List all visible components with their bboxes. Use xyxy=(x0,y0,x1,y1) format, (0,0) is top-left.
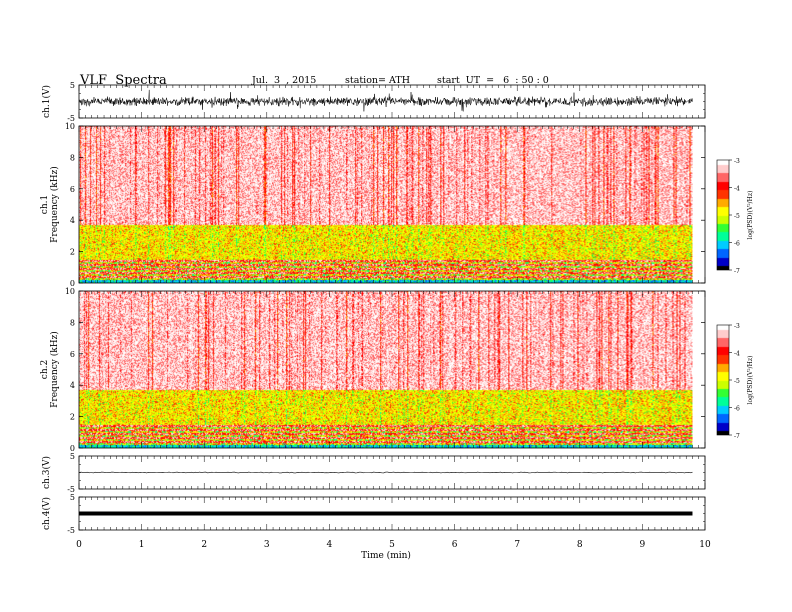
spec1-ytick-label: 2 xyxy=(70,248,75,257)
start-time-label: start UT = 6 : 50 : 0 xyxy=(437,75,549,86)
ch4-ytick-label: -5 xyxy=(67,526,75,535)
spec2-ytick-label: 6 xyxy=(70,350,75,359)
ch4-ylabel: ch.4(V) xyxy=(41,497,52,530)
spec1-ytick-label: 4 xyxy=(70,216,75,225)
spec1-colorbar-tick-label: -6 xyxy=(734,241,740,248)
spec2-ylabel: ch.2 xyxy=(40,360,50,379)
x-tick-label: 1 xyxy=(139,540,145,550)
spec1-ylabel: Frequency (kHz) xyxy=(49,166,60,243)
spec1-colorbar-tick-label: -3 xyxy=(734,158,740,165)
spec1-ytick-label: 8 xyxy=(70,153,75,162)
spec2-heatmap-image xyxy=(79,291,693,448)
spec2-colorbar-tick-label: -6 xyxy=(734,406,740,413)
spec1-colorbar-tick-label: -5 xyxy=(734,213,740,220)
spec2-ytick-label: 0 xyxy=(70,444,75,453)
spec1-colorbar-tick-label: -7 xyxy=(734,268,740,275)
x-tick-label: 8 xyxy=(577,540,583,550)
x-axis-label: Time (min) xyxy=(361,550,411,561)
spec1-ytick-label: 0 xyxy=(70,279,75,288)
spec2-ytick-label: 8 xyxy=(70,318,75,327)
chart-title: VLF Spectra xyxy=(80,73,167,88)
spec1-ytick-label: 10 xyxy=(65,122,75,131)
date-label: Jul. 3 , 2015 xyxy=(252,75,317,86)
ch1-series-line xyxy=(78,89,693,112)
ch3-ytick-label: 5 xyxy=(70,452,75,461)
x-tick-label: 0 xyxy=(76,540,82,550)
spec2-ytick-label: 2 xyxy=(70,413,75,422)
x-tick-label: 10 xyxy=(699,540,711,550)
x-tick-label: 7 xyxy=(514,540,520,550)
spec1-colorbar-label: log(PSD)(V²/Hz) xyxy=(747,191,754,240)
spec1-colorbar xyxy=(717,160,729,270)
spec2-colorbar-tick-label: -7 xyxy=(734,433,740,440)
ch1-ytick-label: -5 xyxy=(67,114,75,123)
x-tick-label: 6 xyxy=(452,540,458,550)
spec2-colorbar-tick-label: -5 xyxy=(734,378,740,385)
ch1-ylabel: ch.1(V) xyxy=(41,85,52,118)
spec1-ylabel: ch.1 xyxy=(40,195,50,214)
spec2-ytick-label: 10 xyxy=(65,287,75,296)
spec2-colorbar-tick-label: -3 xyxy=(734,323,740,330)
ch3-ylabel: ch.3(V) xyxy=(41,456,52,489)
spec2-colorbar-tick-label: -4 xyxy=(734,351,740,358)
spec1-colorbar-tick-label: -4 xyxy=(734,186,740,193)
station-label: station= ATH xyxy=(345,75,410,86)
spec2-colorbar xyxy=(717,325,729,435)
x-tick-label: 5 xyxy=(389,540,395,550)
ch4-ytick-label: 5 xyxy=(70,493,75,502)
spec2-ylabel: Frequency (kHz) xyxy=(49,331,60,408)
ch3-series-line xyxy=(78,471,693,474)
x-tick-label: 9 xyxy=(640,540,646,550)
x-tick-label: 3 xyxy=(264,540,270,550)
x-tick-label: 2 xyxy=(201,540,207,550)
spec1-ytick-label: 6 xyxy=(70,185,75,194)
x-tick-label: 4 xyxy=(327,540,333,550)
ch3-ytick-label: -5 xyxy=(67,485,75,494)
spec2-ytick-label: 4 xyxy=(70,381,75,390)
ch1-ytick-label: 5 xyxy=(70,81,75,90)
spec1-heatmap-image xyxy=(79,126,693,283)
spec2-colorbar-label: log(PSD)(V²/Hz) xyxy=(747,356,754,405)
